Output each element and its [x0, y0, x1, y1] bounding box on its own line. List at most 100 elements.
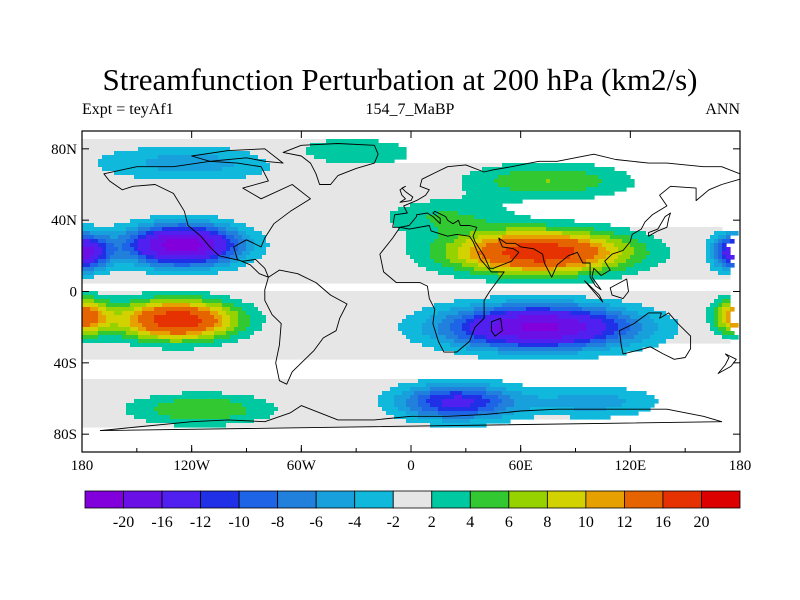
contour-cell [126, 407, 155, 412]
contour-cell [626, 399, 659, 404]
contour-cell [438, 327, 451, 332]
contour-cell [214, 263, 231, 268]
contour-cell [582, 347, 611, 352]
contour-cell [498, 275, 579, 280]
contour-cell [578, 319, 603, 324]
contour-cell [226, 235, 235, 240]
contour-cell [190, 311, 211, 316]
contour-cell [606, 311, 623, 316]
contour-cell [114, 311, 123, 316]
contour-cell [110, 235, 119, 240]
contour-cell [162, 347, 195, 352]
contour-cell [382, 407, 399, 412]
contour-cell [478, 259, 491, 264]
contour-cell [154, 315, 199, 320]
contour-cell [722, 319, 727, 324]
contour-cell [254, 243, 271, 248]
colorbar-swatch [469, 490, 510, 509]
contour-cell [82, 227, 127, 232]
contour-cell [98, 239, 107, 244]
contour-cell [714, 255, 719, 260]
contour-cell [206, 259, 219, 264]
contour-cell [470, 171, 511, 176]
contour-cell [430, 243, 447, 248]
contour-cell [678, 331, 715, 336]
contour-cell [434, 223, 547, 228]
contour-cell [82, 203, 411, 208]
coastline [99, 405, 723, 432]
contour-cell [82, 391, 183, 396]
contour-cell [250, 151, 307, 156]
contour-cell [666, 339, 731, 344]
contour-cell [82, 323, 91, 328]
contour-cell [618, 395, 655, 400]
contour-cell [714, 331, 723, 336]
contour-cell [194, 347, 435, 352]
contour-cell [478, 263, 491, 268]
contour-cell [258, 155, 315, 160]
colorbar-swatch [238, 490, 279, 509]
coastline [618, 312, 692, 360]
contour-cell [718, 251, 723, 256]
contour-cell [478, 355, 599, 360]
contour-cell [98, 307, 107, 312]
contour-cell [126, 411, 159, 416]
contour-cell [98, 255, 107, 260]
contour-cell [486, 243, 519, 248]
contour-cell [246, 327, 263, 332]
contour-cell [158, 155, 219, 160]
contour-cell [478, 411, 499, 416]
contour-cell [82, 415, 135, 420]
contour-cell [502, 251, 575, 256]
x-tick-label: 180 [729, 458, 752, 474]
contour-cell [626, 307, 655, 312]
contour-cell [518, 343, 559, 348]
colorbar-swatch [84, 490, 124, 509]
contour-cell [210, 311, 219, 316]
contour-cell [82, 311, 99, 316]
contour-cell [726, 259, 731, 264]
contour-cell [474, 315, 487, 320]
contour-cell [106, 259, 111, 264]
contour-cell [94, 235, 111, 240]
contour-cell [458, 311, 475, 316]
contour-cell [598, 175, 631, 180]
contour-cell [154, 407, 247, 412]
contour-cell [534, 259, 547, 264]
x-tick-label: 180 [71, 458, 94, 474]
contour-cell [466, 239, 483, 244]
contour-cell [438, 271, 471, 276]
contour-cell [614, 243, 631, 248]
x-tick-label: 0 [407, 458, 415, 474]
contour-cell [454, 267, 475, 272]
contour-cell [602, 179, 635, 184]
contour-cell [506, 231, 563, 236]
contour-cell [394, 403, 407, 408]
contour-cell [578, 271, 607, 276]
contour-cell [502, 399, 515, 404]
contour-cell [518, 315, 559, 320]
contour-cell [438, 211, 459, 216]
contour-cell [110, 299, 131, 304]
contour-cell [462, 395, 483, 400]
contour-cell [138, 319, 155, 324]
contour-cell [398, 327, 423, 332]
contour-cell [222, 319, 231, 324]
contour-cell [630, 323, 643, 328]
contour-cell [482, 255, 511, 260]
contour-cell [586, 327, 607, 332]
contour-cell [714, 231, 727, 236]
contour-cell [446, 315, 463, 320]
contour-cell [130, 243, 139, 248]
contour-cell [474, 215, 531, 220]
contour-cell [626, 259, 643, 264]
contour-cell [106, 255, 111, 260]
contour-cell [142, 323, 159, 328]
contour-cell [218, 155, 259, 160]
contour-cell [270, 163, 503, 168]
colorbar-swatch [431, 490, 471, 509]
contour-cell [158, 323, 199, 328]
contour-cell [506, 299, 575, 304]
contour-cell [242, 299, 455, 304]
contour-cell [82, 187, 463, 192]
